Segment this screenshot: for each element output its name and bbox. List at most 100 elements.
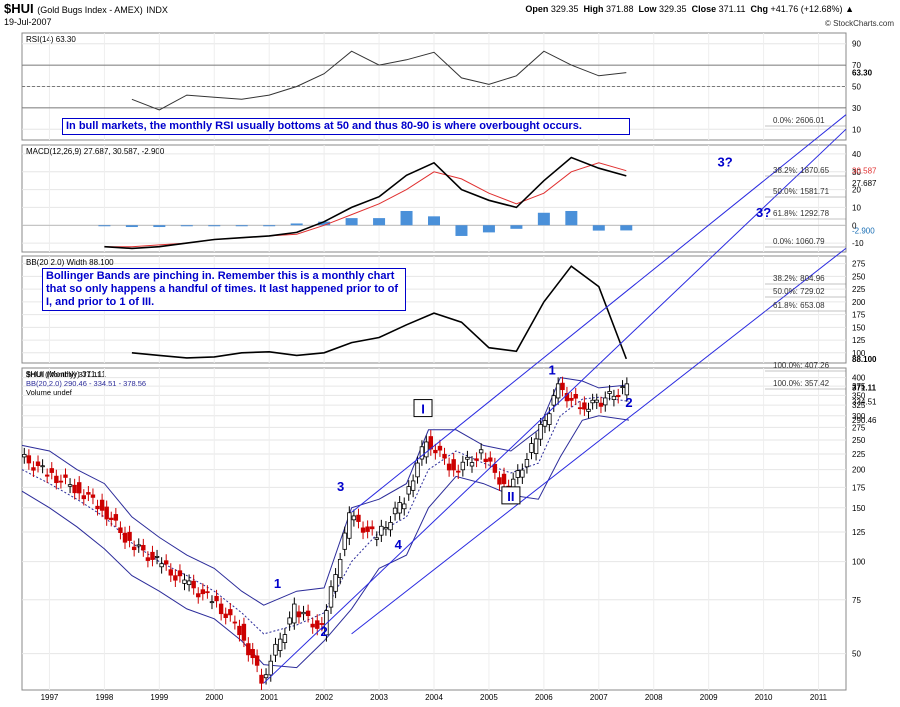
candle-body xyxy=(383,527,389,530)
candle-body xyxy=(415,462,420,478)
candle-body xyxy=(254,655,260,666)
macd-hist-bar xyxy=(290,223,303,226)
candle-body xyxy=(547,413,552,425)
candle-body xyxy=(582,402,587,410)
candle-body xyxy=(58,480,64,483)
y-tick-label: 175 xyxy=(852,311,866,320)
wave-label: II xyxy=(507,489,514,504)
candle-body xyxy=(191,580,196,589)
candle-body xyxy=(177,570,183,577)
candle-body xyxy=(228,609,233,616)
fib-level-label: 61.8%: 1292.78 xyxy=(773,209,830,218)
candle-body xyxy=(104,506,109,520)
close-label: Close xyxy=(691,4,717,14)
candle-body xyxy=(406,486,411,495)
candle-body xyxy=(232,621,238,624)
candle-body xyxy=(465,456,470,460)
candle-body xyxy=(145,557,151,561)
brand-label: © StockCharts.com xyxy=(824,19,894,28)
candle-body xyxy=(173,575,178,581)
candle-body xyxy=(22,454,27,458)
open-label: Open xyxy=(525,4,549,14)
macd-hist-value: -2.900 xyxy=(852,226,875,235)
candle-body xyxy=(351,515,357,521)
bb-lower-value: 290.46 xyxy=(852,416,877,425)
y-tick-label: 200 xyxy=(852,298,866,307)
channel-lower-line xyxy=(263,128,847,684)
candle-body xyxy=(118,527,123,533)
y-tick-label: 300 xyxy=(852,412,866,421)
candle-body xyxy=(263,674,269,679)
candle-body xyxy=(594,399,599,403)
x-tick-label: 2004 xyxy=(425,693,443,702)
candle-body xyxy=(542,420,548,427)
candle-body xyxy=(305,610,311,617)
candle-body xyxy=(136,544,141,547)
candle-body xyxy=(86,492,91,495)
macd-hist-bar xyxy=(235,225,248,227)
y-tick-label: 225 xyxy=(852,450,866,459)
x-tick-label: 2009 xyxy=(700,693,718,702)
macd-hist-bar xyxy=(482,225,495,233)
fib-level-label: 0.0%: 1060.79 xyxy=(773,237,825,246)
panel-title: $HUI (Monthly) 371.11 xyxy=(26,370,106,379)
candle-body xyxy=(460,461,466,471)
macd-hist-bar xyxy=(208,225,221,227)
candle-body xyxy=(26,455,32,464)
x-tick-label: 2003 xyxy=(370,693,388,702)
chg-value: +41.76 (+12.68%) xyxy=(770,4,843,14)
y-tick-label: 200 xyxy=(852,466,866,475)
y-tick-label: 375 xyxy=(852,382,866,391)
symbol-name: (Gold Bugs Index - AMEX) xyxy=(37,5,143,15)
macd-hist-bar xyxy=(98,225,111,227)
candle-body xyxy=(347,512,352,539)
y-tick-label: 100 xyxy=(852,349,866,358)
rsi-annotation: In bull markets, the monthly RSI usually… xyxy=(62,118,630,135)
candle-body xyxy=(379,525,384,536)
candle-body xyxy=(168,569,173,576)
candle-body xyxy=(150,551,155,560)
macd-hist-bar xyxy=(428,216,440,226)
wave-label: 3 xyxy=(337,479,344,494)
chart-header: $HUI (Gold Bugs Index - AMEX) INDX 19-Ju… xyxy=(0,0,900,32)
candle-body xyxy=(607,391,612,394)
y-tick-label: 70 xyxy=(852,61,861,70)
x-tick-label: 2001 xyxy=(260,693,278,702)
candle-body xyxy=(182,579,187,584)
candle-body xyxy=(214,595,219,602)
x-tick-label: 1998 xyxy=(96,693,114,702)
candle-body xyxy=(310,623,315,628)
candle-body xyxy=(223,613,228,618)
x-tick-label: 1999 xyxy=(150,693,168,702)
candle-body xyxy=(624,383,630,396)
y-tick-label: 150 xyxy=(852,323,866,332)
x-tick-label: 2007 xyxy=(590,693,608,702)
price-legend-entry: $HUI (Monthly) 371.11 xyxy=(26,370,101,379)
candle-body xyxy=(451,459,456,471)
wave-label: 3? xyxy=(756,205,771,220)
fib-level-label: 38.2%: 804.96 xyxy=(773,274,825,283)
panel-title: MACD(12,26,9) 27.687, 30.587, -2.900 xyxy=(26,147,165,156)
y-tick-label: 75 xyxy=(852,596,861,605)
candle-body xyxy=(520,469,525,478)
x-tick-label: 2005 xyxy=(480,693,498,702)
exchange: INDX xyxy=(146,5,168,15)
candle-body xyxy=(555,383,561,399)
candle-body xyxy=(127,531,132,541)
fib-level-label: 38.2%: 1870.65 xyxy=(773,166,830,175)
candle-body xyxy=(337,559,343,578)
y-tick-label: 125 xyxy=(852,528,866,537)
y-tick-label: 20 xyxy=(852,186,861,195)
low-value: 329.35 xyxy=(659,4,687,14)
candle-body xyxy=(333,574,338,592)
candle-body xyxy=(200,589,206,595)
candle-body xyxy=(577,407,583,410)
y-tick-label: -10 xyxy=(852,239,864,248)
x-tick-label: 2002 xyxy=(315,693,333,702)
candle-body xyxy=(95,505,100,510)
bb-mid-value: 334.51 xyxy=(852,397,877,406)
candle-body xyxy=(159,563,164,568)
panel-title: BB(20,2.0) Width 88.100 xyxy=(26,258,114,267)
candle-body xyxy=(40,465,45,468)
y-tick-label: 90 xyxy=(852,40,861,49)
